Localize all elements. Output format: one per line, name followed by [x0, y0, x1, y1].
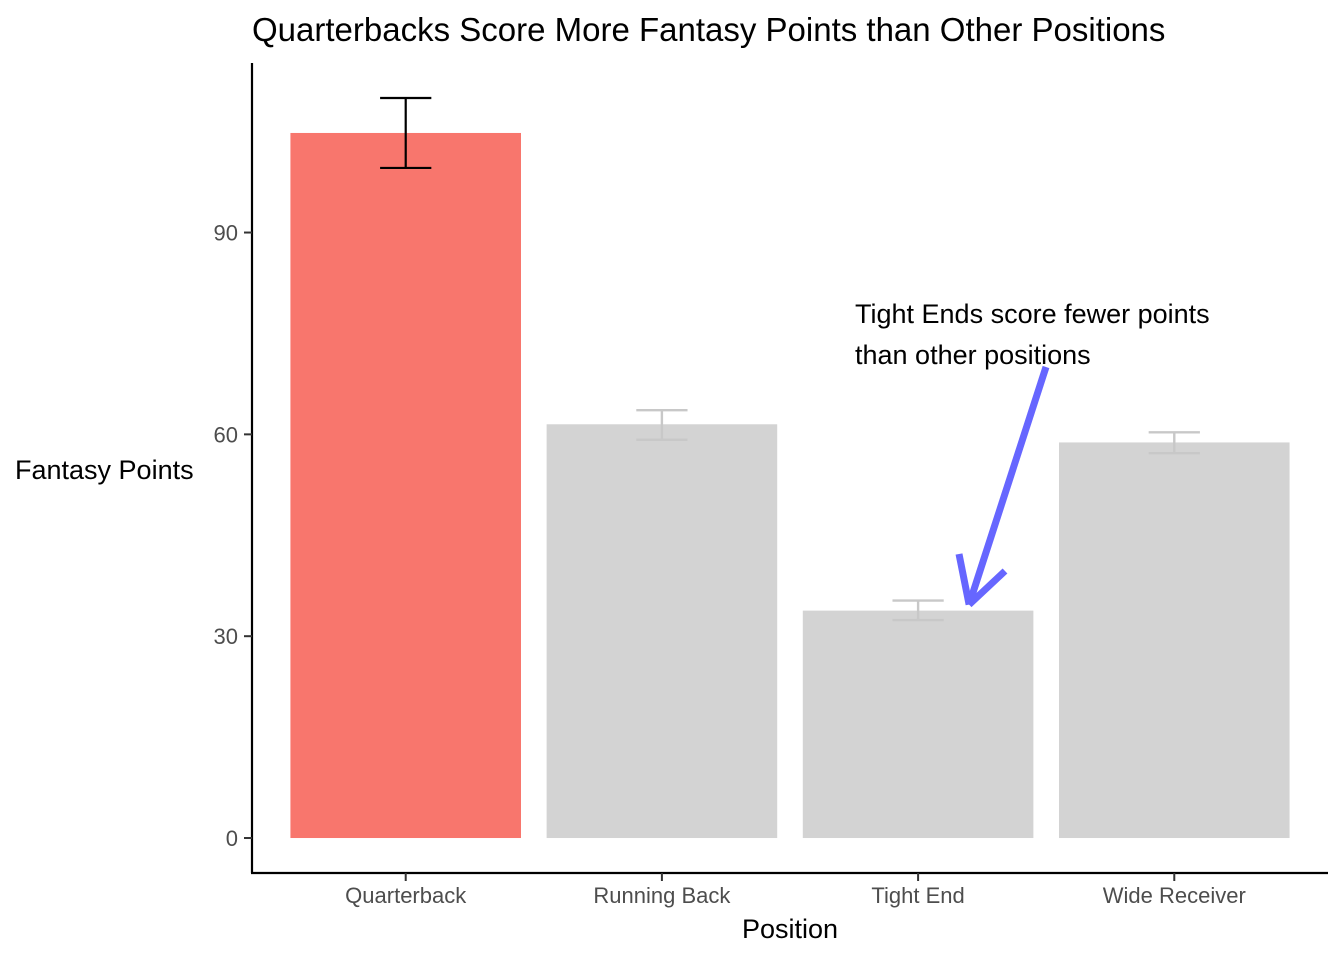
errorbar-tight-end — [892, 599, 944, 622]
errorbar-quarterback — [380, 96, 432, 170]
x-tick-label-running-back: Running Back — [593, 883, 731, 908]
annotation-arrow — [955, 365, 1050, 608]
chart-title: Quarterbacks Score More Fantasy Points t… — [252, 11, 1165, 48]
x-tick-label-tight-end: Tight End — [871, 883, 964, 908]
y-ticks-layer: 0 30 60 90 — [214, 221, 252, 851]
bar-quarterback — [290, 132, 521, 839]
bars-layer — [290, 132, 1290, 839]
bar-running-back — [546, 424, 778, 839]
arrow-head-right — [966, 568, 1008, 608]
bar-tight-end — [802, 610, 1034, 839]
y-axis-title: Fantasy Points — [15, 455, 194, 485]
y-tick-label-90: 90 — [214, 221, 238, 246]
bar-wide-receiver — [1059, 442, 1290, 839]
annotation-line-1: Tight Ends score fewer points — [855, 299, 1210, 329]
errorbar-running-back — [636, 408, 688, 441]
errorbars-layer — [380, 96, 1200, 622]
x-tick-label-quarterback: Quarterback — [345, 883, 467, 908]
x-tick-label-wide-receiver: Wide Receiver — [1103, 883, 1246, 908]
x-ticks-layer: Quarterback Running Back Tight End Wide Rec… — [345, 873, 1246, 908]
arrow-head-left — [955, 553, 973, 606]
y-tick-label-0: 0 — [226, 826, 238, 851]
y-tick-label-30: 30 — [214, 624, 238, 649]
annotation-group: Tight Ends score fewer points than other… — [855, 299, 1210, 608]
errorbar-wide-receiver — [1148, 431, 1200, 455]
x-axis-title: Position — [742, 914, 838, 944]
annotation-line-2: than other positions — [855, 340, 1091, 370]
y-tick-label-60: 60 — [214, 422, 238, 447]
arrow-shaft — [965, 365, 1050, 606]
